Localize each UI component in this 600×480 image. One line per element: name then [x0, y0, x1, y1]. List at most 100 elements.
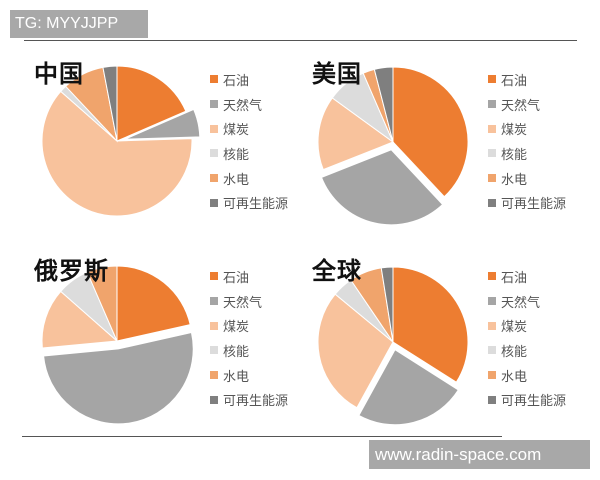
legend-label: 水电 — [501, 369, 528, 385]
legend-item: 煤炭 — [488, 313, 566, 338]
legend-swatch-icon — [488, 75, 496, 84]
legend-swatch-icon — [210, 346, 218, 355]
pie-slice — [320, 149, 444, 226]
bottom-divider — [22, 436, 502, 437]
chart-title: 全球 — [312, 257, 362, 285]
legend-item: 可再生能源 — [488, 190, 566, 215]
legend-label: 天然气 — [223, 98, 263, 114]
legend-swatch-icon — [210, 371, 218, 380]
pie-slice — [102, 65, 118, 142]
legend-item: 可再生能源 — [210, 387, 288, 412]
pie-slice — [392, 66, 469, 198]
legend-label: 天然气 — [501, 295, 541, 311]
legend-item: 石油 — [210, 67, 288, 92]
legend-swatch-icon — [488, 149, 496, 158]
chart-legend: 石油天然气煤炭核能水电可再生能源 — [210, 67, 288, 215]
legend-label: 天然气 — [501, 98, 541, 114]
pie-slice — [41, 290, 119, 349]
chart-panel-world: 全球 石油天然气煤炭核能水电可再生能源 — [300, 247, 580, 427]
legend-swatch-icon — [488, 174, 496, 183]
legend-label: 水电 — [223, 172, 250, 188]
legend-item: 水电 — [210, 166, 288, 191]
legend-label: 石油 — [223, 270, 250, 286]
chart-legend: 石油天然气煤炭核能水电可再生能源 — [488, 67, 566, 215]
legend-item: 水电 — [210, 363, 288, 388]
pie-slice — [124, 108, 201, 140]
legend-item: 石油 — [488, 264, 566, 289]
legend-swatch-icon — [488, 395, 496, 404]
legend-label: 石油 — [501, 270, 528, 286]
legend-swatch-icon — [210, 174, 218, 183]
legend-item: 煤炭 — [210, 116, 288, 141]
legend-item: 天然气 — [210, 92, 288, 117]
pie-slice — [317, 97, 395, 171]
legend-swatch-icon — [488, 321, 496, 330]
pie-chart — [317, 66, 469, 226]
pie-slice — [317, 293, 394, 409]
legend-label: 核能 — [223, 344, 250, 360]
chart-panel-russia: 俄罗斯 石油 天然气 煤炭 核能 水电 可再生能源 — [22, 247, 302, 427]
legend-label: 煤炭 — [223, 320, 250, 336]
legend-item: 石油 — [488, 67, 566, 92]
legend-item: 可再生能源 — [488, 387, 566, 412]
legend-item: 石油 — [210, 264, 288, 289]
chart-legend: 石油天然气煤炭核能水电可再生能源 — [488, 264, 566, 412]
pie-slice — [41, 90, 193, 217]
chart-title: 中国 — [34, 60, 84, 88]
legend-label: 煤炭 — [501, 320, 528, 336]
pie-slice — [380, 266, 394, 343]
legend-item: 核能 — [210, 141, 288, 166]
legend-swatch-icon — [488, 100, 496, 109]
pie-slice — [43, 331, 194, 425]
pie-chart — [41, 65, 201, 217]
legend-label: 可再生能源 — [501, 197, 567, 213]
legend-label: 煤炭 — [501, 123, 528, 139]
legend-swatch-icon — [210, 198, 218, 207]
watermark: www.radin-space.com — [369, 440, 590, 469]
legend-label: 水电 — [223, 369, 250, 385]
legend-label: 核能 — [223, 147, 250, 163]
legend-label: 可再生能源 — [501, 394, 567, 410]
legend-item: 核能 — [488, 338, 566, 363]
pie-slice — [358, 349, 460, 426]
pie-slice — [373, 66, 394, 143]
legend-swatch-icon — [488, 346, 496, 355]
pie-slice — [392, 266, 469, 383]
legend-item: 天然气 — [488, 289, 566, 314]
legend-label: 石油 — [223, 73, 250, 89]
legend-swatch-icon — [210, 124, 218, 133]
legend-item: 可再生能源 — [210, 190, 288, 215]
tag-label: TG: MYYJJPP — [10, 10, 148, 38]
legend-item: 核能 — [488, 141, 566, 166]
legend-label: 水电 — [501, 172, 528, 188]
chart-panel-china: 中国 石油天然气煤炭核能水电可再生能源 — [22, 50, 302, 230]
legend-swatch-icon — [210, 149, 218, 158]
legend-item: 天然气 — [210, 289, 288, 314]
legend-swatch-icon — [210, 321, 218, 330]
legend-swatch-icon — [488, 371, 496, 380]
legend-item: 核能 — [210, 338, 288, 363]
pie-slice — [86, 265, 118, 342]
legend-swatch-icon — [488, 272, 496, 281]
legend-swatch-icon — [210, 272, 218, 281]
legend-item: 水电 — [488, 363, 566, 388]
legend-item: 煤炭 — [488, 116, 566, 141]
legend-swatch-icon — [488, 297, 496, 306]
legend-label: 煤炭 — [223, 123, 250, 139]
legend-swatch-icon — [210, 100, 218, 109]
pie-slice — [116, 65, 187, 142]
legend-label: 可再生能源 — [223, 197, 289, 213]
chart-panel-usa: 美国 石油天然气煤炭核能水电可再生能源 — [300, 50, 580, 230]
legend-swatch-icon — [210, 395, 218, 404]
legend-swatch-icon — [210, 297, 218, 306]
legend-label: 石油 — [501, 73, 528, 89]
pie-chart — [41, 265, 194, 425]
legend-label: 核能 — [501, 147, 528, 163]
legend-label: 核能 — [501, 344, 528, 360]
legend-label: 天然气 — [223, 295, 263, 311]
chart-title: 美国 — [312, 60, 362, 88]
pie-chart — [317, 266, 469, 426]
legend-item: 天然气 — [488, 92, 566, 117]
pie-slice — [116, 265, 191, 342]
legend-item: 煤炭 — [210, 313, 288, 338]
